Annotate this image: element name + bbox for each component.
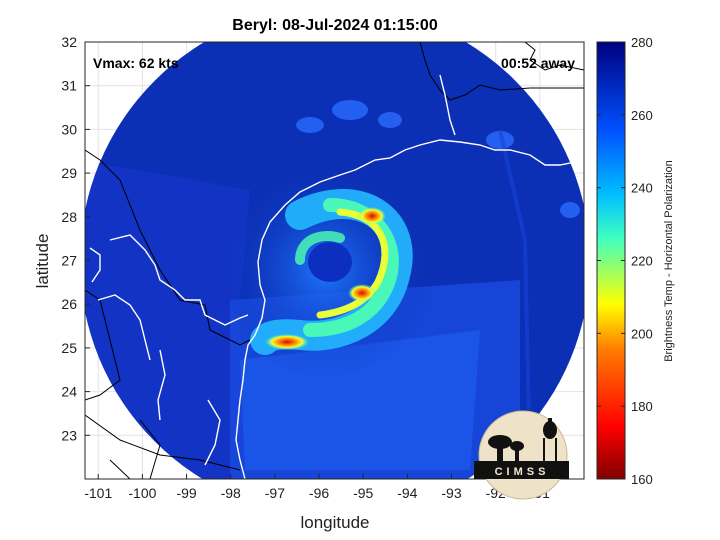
- colorbar: 280 260 240 220 200 180 160 Brightness Temp - …: [596, 35, 675, 487]
- x-tick-label: -94: [397, 485, 417, 501]
- x-tick-label: -101: [84, 485, 112, 501]
- y-tick-label: 25: [61, 340, 77, 356]
- x-tick-label: -100: [128, 485, 156, 501]
- y-tick-label: 27: [61, 253, 77, 269]
- y-tick-label: 24: [61, 384, 77, 400]
- satellite-swath: [85, 42, 584, 479]
- y-tick-label: 30: [61, 121, 77, 137]
- y-tick-label: 29: [61, 165, 77, 181]
- colorbar-tick-label: 160: [631, 472, 653, 487]
- logo-text: CIMSS: [495, 466, 550, 478]
- x-tick-label: -97: [265, 485, 285, 501]
- y-tick-label: 28: [61, 209, 77, 225]
- colorbar-tick-label: 180: [631, 399, 653, 414]
- y-axis-label: latitude: [33, 234, 52, 289]
- x-tick-label: -99: [176, 485, 196, 501]
- colorbar-tick-label: 220: [631, 254, 653, 269]
- colorbar-tick-label: 240: [631, 181, 653, 196]
- vmax-annotation: Vmax: 62 kts: [93, 55, 179, 71]
- map-lines: [85, 42, 584, 479]
- x-axis-label: longitude: [300, 513, 369, 532]
- colorbar-tick-label: 280: [631, 35, 653, 50]
- y-tick-label: 23: [61, 427, 77, 443]
- x-tick-label: -93: [441, 485, 461, 501]
- chart-title: Beryl: 08-Jul-2024 01:15:00: [232, 17, 438, 34]
- x-tick-label: -95: [353, 485, 373, 501]
- colorbar-tick-label: 200: [631, 326, 653, 341]
- y-tick-label: 26: [61, 296, 77, 312]
- colorbar-label: Brightness Temp - Horizontal Polarizatio…: [663, 160, 675, 362]
- y-axis-ticks: 32 31 30 29 28 27 26 25 24 23: [61, 34, 90, 443]
- x-tick-label: -98: [221, 485, 241, 501]
- time-away-annotation: 00:52 away: [501, 55, 575, 71]
- colorbar-tick-label: 260: [631, 108, 653, 123]
- cimss-logo: CIMSS: [474, 410, 569, 500]
- x-tick-label: -96: [309, 485, 329, 501]
- y-tick-label: 31: [61, 78, 77, 94]
- y-tick-label: 32: [61, 34, 77, 50]
- colorbar-ticks: 280 260 240 220 200 180 160: [597, 35, 653, 487]
